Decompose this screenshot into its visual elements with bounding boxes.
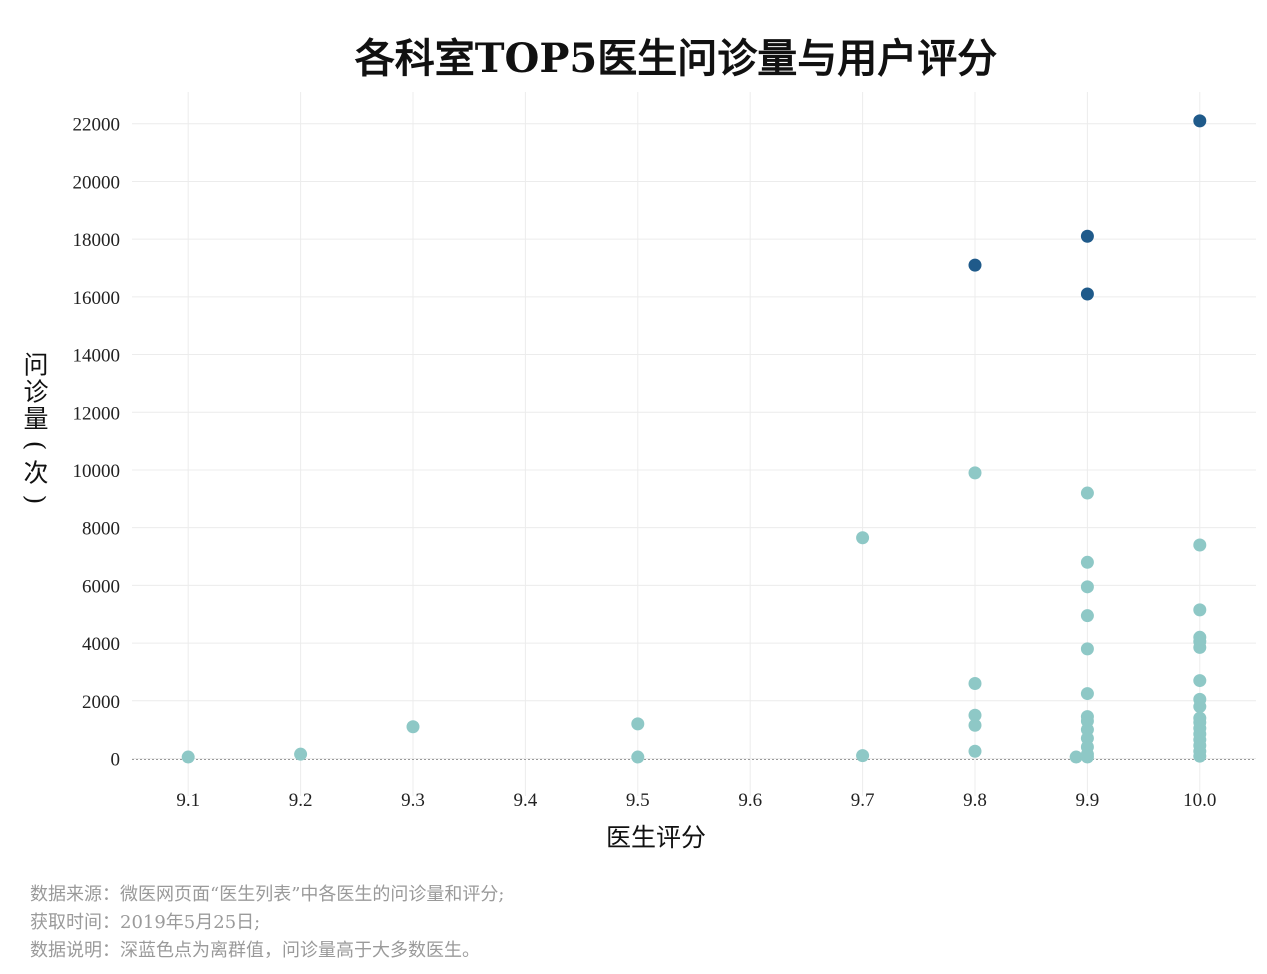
- y-tick-label-5: 10000: [73, 461, 121, 482]
- x-tick-label-3: 9.4: [514, 790, 538, 811]
- y-tick-label-6: 12000: [73, 403, 121, 424]
- normal-point-15: [1080, 609, 1094, 623]
- normal-point-27: [1193, 603, 1207, 617]
- x-tick-label-1: 9.2: [289, 790, 313, 811]
- normal-point-14: [1080, 580, 1094, 594]
- normal-point-5: [856, 531, 870, 545]
- normal-point-10: [968, 718, 982, 732]
- collection-date-note: 获取时间：2019年5月25日;: [30, 912, 261, 933]
- outlier-point-3: [1193, 114, 1207, 128]
- x-axis-ticks: 9.1 9.2 9.3 9.4 9.5 9.6 9.7 9.8 9.9 10.0: [176, 790, 1216, 811]
- y-axis-label-char-0: 问: [23, 351, 48, 380]
- data-description-note: 数据说明：深蓝色点为离群值，问诊量高于大多数医生。: [30, 940, 480, 961]
- x-tick-label-9: 10.0: [1183, 790, 1216, 811]
- x-tick-label-7: 9.8: [963, 790, 987, 811]
- normal-point-13: [1080, 555, 1094, 569]
- y-axis-label: 问诊量 ( 次): [21, 351, 50, 505]
- y-tick-label-8: 16000: [73, 288, 121, 309]
- outlier-point-2: [1080, 287, 1094, 301]
- chart-title: 各科室TOP5医生问诊量与用户评分: [355, 35, 998, 82]
- normal-point-41: [1193, 749, 1207, 763]
- normal-point-6: [856, 749, 870, 763]
- normal-point-3: [631, 717, 645, 731]
- data-source-note: 数据来源：微医网页面“医生列表”中各医生的问诊量和评分;: [30, 884, 505, 905]
- y-tick-label-10: 20000: [73, 172, 121, 193]
- normal-point-4: [631, 750, 645, 764]
- normal-point-33: [1193, 700, 1207, 714]
- normal-point-26: [1193, 538, 1207, 552]
- normal-point-12: [1080, 486, 1094, 500]
- y-axis-label-char-1: 诊: [23, 378, 48, 407]
- x-axis-label: 医生评分: [606, 823, 706, 852]
- normal-point-11: [968, 744, 982, 758]
- outlier-point-0: [968, 258, 982, 272]
- x-tick-label-2: 9.3: [401, 790, 425, 811]
- y-tick-label-3: 6000: [82, 576, 120, 597]
- x-tick-label-8: 9.9: [1076, 790, 1100, 811]
- outlier-point-1: [1080, 229, 1094, 243]
- normal-point-2: [406, 720, 420, 734]
- y-tick-label-11: 22000: [73, 115, 121, 136]
- normal-point-0: [181, 750, 195, 764]
- y-axis-label-char-4: 次: [23, 459, 48, 488]
- y-axis-ticks: 0 2000 4000 6000 8000 10000 12000 14000 16000 180…: [73, 115, 121, 771]
- y-axis-label-char-3: (: [21, 441, 50, 451]
- x-tick-label-5: 9.6: [738, 790, 762, 811]
- y-tick-label-4: 8000: [82, 519, 120, 540]
- y-tick-label-9: 18000: [73, 230, 121, 251]
- y-axis-label-char-5: ): [21, 495, 50, 505]
- normal-point-8: [968, 676, 982, 690]
- normal-point-25: [1069, 750, 1083, 764]
- normal-point-1: [294, 747, 308, 761]
- grid: [132, 92, 1256, 796]
- normal-point-17: [1080, 687, 1094, 701]
- normal-point-24: [1080, 750, 1094, 764]
- x-tick-label-4: 9.5: [626, 790, 650, 811]
- y-tick-label-0: 0: [111, 749, 121, 770]
- y-tick-label-2: 4000: [82, 634, 120, 655]
- x-tick-label-0: 9.1: [176, 790, 200, 811]
- normal-point-16: [1080, 642, 1094, 656]
- normal-point-31: [1193, 674, 1207, 688]
- data-points: [181, 114, 1207, 764]
- normal-point-30: [1193, 640, 1207, 654]
- normal-point-9: [968, 708, 982, 722]
- y-tick-label-1: 2000: [82, 692, 120, 713]
- x-tick-label-6: 9.7: [851, 790, 875, 811]
- normal-point-7: [968, 466, 982, 480]
- y-axis-label-char-2: 量: [23, 405, 48, 434]
- y-tick-label-7: 14000: [73, 346, 121, 367]
